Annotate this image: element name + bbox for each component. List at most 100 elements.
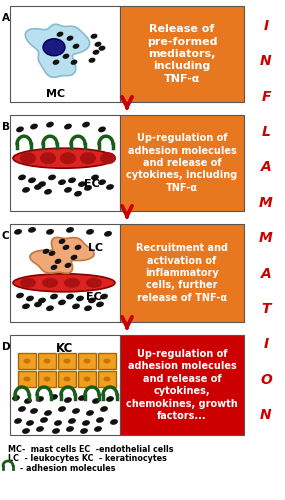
Ellipse shape	[43, 38, 65, 56]
Ellipse shape	[22, 187, 30, 192]
Ellipse shape	[28, 227, 36, 232]
Ellipse shape	[82, 420, 90, 426]
Ellipse shape	[44, 189, 52, 194]
Ellipse shape	[67, 36, 74, 41]
Ellipse shape	[80, 152, 96, 164]
Ellipse shape	[58, 406, 66, 412]
Ellipse shape	[95, 42, 101, 47]
Ellipse shape	[22, 428, 30, 434]
Bar	[98, 353, 116, 369]
Ellipse shape	[13, 148, 115, 168]
Ellipse shape	[34, 184, 42, 190]
Bar	[120, 115, 244, 211]
Ellipse shape	[20, 152, 36, 164]
Bar	[120, 224, 244, 322]
Ellipse shape	[48, 174, 56, 180]
Ellipse shape	[16, 126, 24, 132]
Ellipse shape	[58, 300, 66, 306]
Ellipse shape	[110, 419, 118, 425]
Ellipse shape	[18, 174, 26, 180]
Ellipse shape	[91, 174, 99, 180]
Ellipse shape	[76, 296, 84, 302]
Polygon shape	[25, 24, 89, 77]
Text: B: B	[2, 122, 10, 132]
Ellipse shape	[28, 178, 36, 183]
Text: MC: MC	[46, 89, 66, 99]
Ellipse shape	[98, 126, 106, 132]
Text: LC  - leukocytes KC  - keratinocytes: LC - leukocytes KC - keratinocytes	[8, 454, 167, 463]
Ellipse shape	[57, 32, 63, 37]
Bar	[58, 353, 76, 369]
Ellipse shape	[96, 302, 104, 307]
Text: C: C	[2, 231, 10, 241]
Bar	[38, 353, 56, 369]
Ellipse shape	[18, 406, 26, 412]
Bar	[10, 335, 120, 435]
Ellipse shape	[84, 376, 91, 382]
Text: EC: EC	[86, 292, 102, 302]
Ellipse shape	[59, 238, 65, 244]
Ellipse shape	[50, 394, 58, 400]
Ellipse shape	[52, 428, 60, 434]
Ellipse shape	[42, 278, 58, 288]
Bar	[10, 224, 120, 322]
Text: Up-regulation of
adhesion molecules
and release of
cytokines,
chemokines, growth: Up-regulation of adhesion molecules and …	[126, 349, 238, 421]
Ellipse shape	[30, 408, 38, 414]
Ellipse shape	[46, 229, 54, 234]
Ellipse shape	[64, 187, 72, 192]
Ellipse shape	[64, 358, 70, 364]
Ellipse shape	[44, 376, 50, 382]
Text: I: I	[263, 338, 268, 351]
Ellipse shape	[38, 298, 46, 304]
Ellipse shape	[34, 302, 42, 307]
Text: Release of
pre-formed
mediators,
including
TNF-α: Release of pre-formed mediators, includi…	[147, 24, 217, 84]
Ellipse shape	[51, 264, 57, 270]
Text: A: A	[260, 266, 271, 280]
Bar	[78, 353, 96, 369]
Ellipse shape	[50, 294, 58, 300]
Text: I: I	[263, 18, 268, 32]
Ellipse shape	[71, 254, 78, 260]
Ellipse shape	[75, 244, 82, 250]
Ellipse shape	[26, 296, 34, 302]
Ellipse shape	[99, 46, 105, 51]
Ellipse shape	[36, 426, 44, 432]
Ellipse shape	[84, 358, 91, 364]
Ellipse shape	[64, 124, 72, 130]
Ellipse shape	[106, 184, 114, 190]
Text: KC: KC	[56, 342, 74, 355]
Text: M: M	[259, 231, 273, 245]
Text: LC: LC	[88, 242, 103, 252]
Ellipse shape	[66, 426, 74, 432]
Bar	[18, 371, 36, 387]
Text: O: O	[260, 373, 272, 387]
Polygon shape	[30, 238, 94, 274]
Ellipse shape	[54, 420, 62, 426]
Ellipse shape	[12, 395, 20, 401]
Text: EC: EC	[84, 179, 100, 189]
Ellipse shape	[24, 398, 32, 404]
Ellipse shape	[68, 418, 76, 424]
Bar	[58, 371, 76, 387]
Ellipse shape	[13, 274, 115, 292]
Text: F: F	[261, 90, 271, 104]
Ellipse shape	[66, 227, 74, 232]
Ellipse shape	[58, 180, 66, 185]
Text: N: N	[260, 54, 272, 68]
Bar	[10, 6, 120, 102]
Ellipse shape	[86, 229, 94, 234]
Ellipse shape	[82, 122, 90, 128]
Ellipse shape	[38, 182, 46, 187]
Bar	[18, 353, 36, 369]
Ellipse shape	[22, 304, 30, 309]
Ellipse shape	[14, 418, 22, 424]
Ellipse shape	[100, 406, 108, 412]
Ellipse shape	[98, 180, 106, 185]
Ellipse shape	[30, 124, 38, 130]
Ellipse shape	[68, 178, 76, 183]
Ellipse shape	[63, 54, 70, 59]
Ellipse shape	[72, 304, 80, 309]
Bar	[120, 335, 244, 435]
Ellipse shape	[89, 58, 95, 63]
Ellipse shape	[20, 278, 36, 288]
